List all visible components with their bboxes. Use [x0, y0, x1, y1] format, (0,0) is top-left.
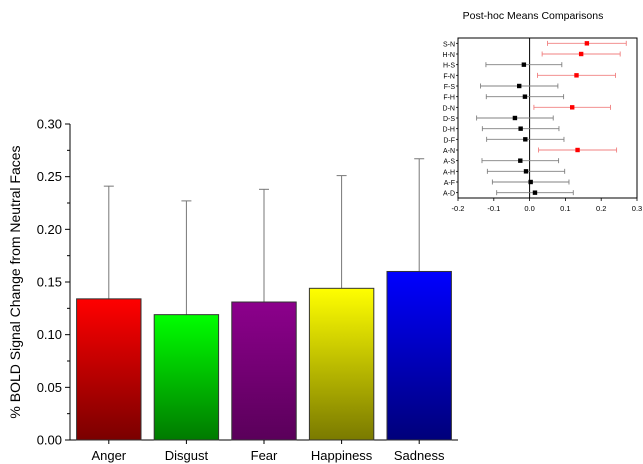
- inset-row-label: A-N: [443, 148, 455, 155]
- inset-mean-marker: [523, 169, 529, 174]
- inset-x-tick-label: 0.2: [596, 204, 606, 213]
- inset-row-label: F-H: [443, 95, 455, 102]
- bar-anger: [76, 298, 142, 441]
- inset-mean-marker: [523, 137, 528, 142]
- main-y-tick-label: 0.10: [37, 327, 62, 342]
- main-y-tick-label: 0.30: [37, 117, 62, 132]
- bar-disgust: [153, 314, 220, 441]
- main-y-tick-label: 0.00: [37, 433, 62, 448]
- inset-mean-marker: [532, 190, 538, 195]
- inset-mean-marker: [518, 158, 523, 163]
- inset-row-label: D-N: [443, 105, 455, 112]
- inset-row-label: A-D: [443, 191, 455, 198]
- inset-rows: S-N H-N H-S F-N F-S F-H D-N D-S D-H D-F A-N A-S A-H A…: [443, 40, 627, 198]
- inset-x-tick-label: 0.3: [632, 204, 642, 213]
- inset-x-tick-label: 0.0: [524, 204, 534, 213]
- main-y-tick-label: 0.20: [37, 222, 62, 237]
- inset-x-tick-label: -0.1: [487, 204, 500, 213]
- main-y-ticks: 0.00 0.05 0.10 0.15 0.20 0.25 0.30: [37, 117, 70, 448]
- inset-mean-marker: [578, 51, 584, 57]
- main-y-tick-label: 0.05: [37, 380, 62, 395]
- inset-mean-marker: [522, 94, 528, 99]
- inset-mean-marker: [521, 62, 527, 67]
- inset-title: Post-hoc Means Comparisons: [463, 10, 604, 22]
- inset-row-label: F-N: [443, 73, 455, 80]
- bar-fear: [231, 301, 297, 441]
- inset-row-label: A-F: [444, 180, 455, 187]
- inset-row-label: D-S: [443, 116, 455, 123]
- inset-mean-marker: [575, 147, 580, 153]
- inset-mean-marker: [512, 115, 518, 121]
- inset-row-label: F-S: [444, 84, 456, 91]
- inset-mean-marker: [528, 179, 533, 185]
- main-y-axis-label: % BOLD Signal Change from Neutral Faces: [7, 145, 23, 418]
- inset-mean-marker: [570, 105, 575, 110]
- main-x-tick-label: Fear: [251, 448, 278, 463]
- inset-x-tick-label: 0.1: [560, 204, 570, 213]
- main-x-tick-label: Anger: [91, 448, 126, 463]
- main-x-tick-label: Sadness: [394, 448, 445, 463]
- main-bars: [76, 158, 452, 441]
- bar-happiness: [308, 287, 375, 441]
- inset-row-label: A-S: [443, 159, 455, 166]
- inset-forest-plot: Post-hoc Means Comparisons S-N H-N H-S F-N F…: [443, 10, 643, 213]
- inset-x-ticks: -0.2 -0.1 0.0 0.1 0.2 0.3: [452, 198, 642, 213]
- main-bar-chart: % BOLD Signal Change from Neutral Faces …: [7, 117, 458, 463]
- inset-row-label: D-F: [443, 137, 455, 144]
- main-x-tick-label: Happiness: [311, 448, 373, 463]
- inset-row-label: A-H: [443, 169, 455, 176]
- main-x-tick-label: Disgust: [165, 448, 209, 463]
- inset-row-label: D-H: [443, 127, 455, 134]
- inset-x-tick-label: -0.2: [452, 204, 465, 213]
- inset-row-label: H-N: [443, 52, 455, 59]
- main-x-tick-labels: Anger Disgust Fear Happiness Sadness: [91, 440, 445, 463]
- inset-mean-marker: [584, 41, 590, 46]
- inset-row-label: H-S: [443, 63, 455, 70]
- inset-mean-marker: [517, 83, 522, 89]
- main-y-tick-label: 0.25: [37, 169, 62, 184]
- main-y-tick-label: 0.15: [37, 275, 62, 290]
- inset-mean-marker: [518, 126, 523, 131]
- inset-row-label: S-N: [443, 41, 455, 48]
- bar-sadness: [386, 270, 452, 441]
- inset-mean-marker: [574, 73, 579, 78]
